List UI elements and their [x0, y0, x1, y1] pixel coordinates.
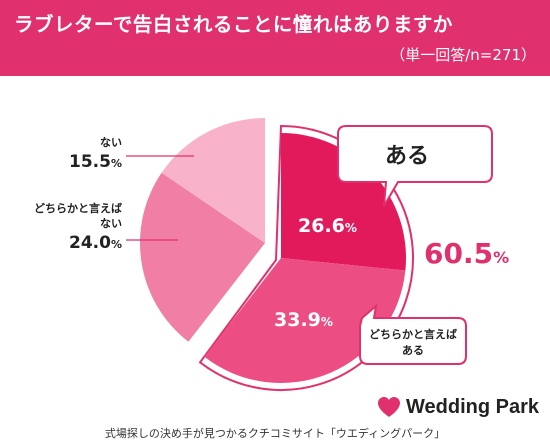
label-nai-category: ない	[100, 136, 122, 149]
label-dochira-nai-line2: ない	[100, 217, 122, 230]
label-dochira-nai-line1: どちらかと言えば	[34, 201, 122, 215]
pie-slice-dochira-nai	[139, 172, 265, 342]
callout-dochira-aru-line1: どちらかと言えば	[369, 327, 457, 341]
pie-slice-nai	[161, 118, 265, 243]
callout-dochira-aru-box	[359, 303, 467, 365]
brand-logo: Wedding Park	[377, 394, 539, 420]
header-bar: ラブレターで告白されることに憧れはありますか （単一回答/n=271）	[0, 0, 550, 76]
brand-name: Wedding Park	[406, 395, 539, 418]
chart-subtitle: （単一回答/n=271）	[390, 46, 536, 64]
pie-slice-dochira-aru	[204, 258, 406, 383]
label-nai-value: 15.5%	[69, 152, 122, 172]
callout-aru-bubble	[337, 125, 493, 207]
slice-label-dochira-aru: 33.9%	[274, 309, 333, 331]
group-total-value: 60.5%	[424, 237, 509, 270]
slice-label-aru: 26.6%	[298, 215, 357, 237]
chart-title: ラブレターで告白されることに憧れはありますか	[14, 13, 453, 36]
footer-caption: 式場探しの決め手が見つかるクチコミサイト「ウエディングパーク」	[104, 427, 446, 440]
heart-icon	[378, 397, 400, 417]
callout-aru-text: ある	[385, 144, 429, 169]
callout-dochira-aru-line2: ある	[402, 344, 424, 357]
label-dochira-nai-value: 24.0%	[69, 233, 122, 253]
pie-slice-aru	[281, 133, 407, 271]
